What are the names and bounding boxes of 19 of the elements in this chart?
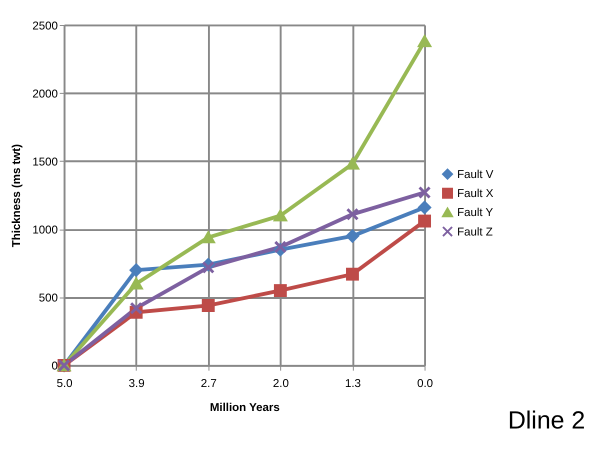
- legend-label: Fault V: [457, 168, 494, 181]
- x-tick-label: 0.0: [417, 378, 434, 390]
- legend-label: Fault Z: [457, 226, 493, 238]
- text: Dline 2: [508, 406, 586, 435]
- y-tick-label: 2500: [32, 20, 58, 32]
- x-tick-label: 1.3: [344, 378, 361, 390]
- y-tick-label: 500: [38, 292, 58, 305]
- y-tick-label: 1500: [32, 156, 58, 168]
- legend-label: Fault Y: [457, 207, 494, 220]
- x-tick-label: 2.7: [200, 378, 217, 390]
- legend-label: Fault X: [457, 188, 494, 200]
- x-tick-label: 2.0: [272, 378, 289, 390]
- y-tick-label: 1000: [32, 224, 58, 237]
- y-tick-label: 2000: [32, 88, 58, 100]
- x-axis-title: Million Years: [210, 402, 280, 414]
- x-tick-label: 3.9: [128, 378, 145, 390]
- y-axis-title: Thickness (ms twt): [10, 144, 23, 248]
- y-tick-label: 0: [51, 360, 58, 373]
- x-tick-label: 5.0: [56, 378, 73, 390]
